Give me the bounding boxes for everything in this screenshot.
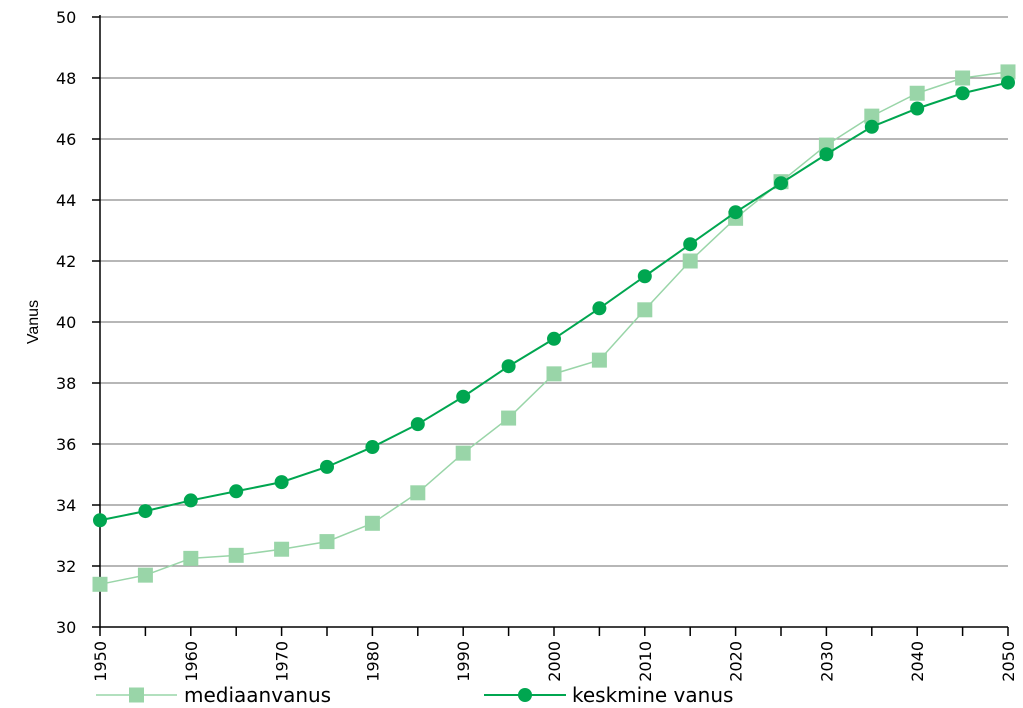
y-tick-label: 34 bbox=[56, 496, 76, 515]
data-point bbox=[274, 541, 290, 557]
data-point bbox=[909, 85, 925, 101]
series-mediaanvanus bbox=[92, 64, 1016, 592]
series-layer bbox=[92, 64, 1016, 592]
series-keskmine-vanus bbox=[93, 75, 1015, 528]
data-point bbox=[92, 576, 108, 592]
y-tick-label: 44 bbox=[56, 191, 76, 210]
data-point bbox=[365, 440, 380, 455]
y-axis-ticks: 30 32 34 36 38 40 42 44 46 48 50 bbox=[56, 8, 100, 637]
legend-item: mediaanvanus bbox=[96, 683, 331, 707]
legend-item: keskmine vanus bbox=[484, 683, 733, 707]
x-tick-label: 2040 bbox=[908, 641, 927, 682]
y-tick-label: 32 bbox=[56, 557, 76, 576]
data-point bbox=[501, 410, 517, 426]
legend: mediaanvanus keskmine vanus bbox=[96, 683, 733, 707]
data-point bbox=[637, 269, 652, 284]
data-point bbox=[728, 205, 743, 220]
data-point bbox=[637, 302, 653, 318]
data-point bbox=[591, 352, 607, 368]
data-point bbox=[228, 547, 244, 563]
legend-label: mediaanvanus bbox=[184, 683, 331, 707]
data-point bbox=[410, 485, 426, 501]
data-point bbox=[864, 119, 879, 134]
data-point bbox=[955, 70, 971, 86]
data-point bbox=[137, 567, 153, 583]
y-tick-label: 42 bbox=[56, 252, 76, 271]
data-point bbox=[1001, 75, 1015, 90]
legend-label: keskmine vanus bbox=[572, 683, 733, 707]
series-line bbox=[99, 81, 1009, 522]
data-point bbox=[1000, 64, 1016, 80]
data-point bbox=[138, 504, 153, 519]
data-point bbox=[319, 534, 335, 550]
x-tick-label: 1970 bbox=[273, 641, 292, 682]
x-tick-label: 2000 bbox=[545, 641, 564, 682]
data-point bbox=[819, 147, 834, 162]
data-point bbox=[864, 108, 880, 124]
data-point bbox=[183, 493, 198, 508]
data-point bbox=[274, 475, 289, 490]
y-tick-label: 36 bbox=[56, 435, 76, 454]
data-point bbox=[774, 176, 788, 191]
data-point bbox=[410, 417, 425, 432]
data-point bbox=[547, 331, 561, 346]
data-point bbox=[955, 86, 970, 101]
y-tick-label: 46 bbox=[56, 130, 76, 149]
data-point bbox=[910, 101, 925, 116]
data-point bbox=[320, 459, 334, 474]
data-point bbox=[229, 484, 244, 499]
x-axis-ticks: 1950 1960 1970 1980 1990 2000 2010 2020 2030 2040… bbox=[91, 627, 1018, 682]
data-point bbox=[183, 550, 199, 566]
series-line bbox=[99, 71, 1009, 586]
legend-marker bbox=[129, 687, 144, 703]
x-tick-label: 1950 bbox=[91, 641, 110, 682]
gridlines bbox=[100, 16, 1008, 567]
x-tick-label: 1990 bbox=[454, 641, 473, 682]
data-point bbox=[364, 515, 380, 531]
data-point bbox=[682, 253, 698, 269]
data-point bbox=[455, 445, 471, 461]
x-tick-label: 1980 bbox=[363, 641, 382, 682]
x-tick-label: 2050 bbox=[999, 641, 1018, 682]
data-point bbox=[592, 301, 607, 316]
x-tick-label: 2020 bbox=[727, 641, 746, 682]
x-tick-label: 2030 bbox=[817, 641, 836, 682]
x-tick-label: 1960 bbox=[182, 641, 201, 682]
data-point bbox=[501, 359, 516, 374]
data-point bbox=[456, 389, 471, 404]
y-tick-label: 30 bbox=[56, 618, 76, 637]
y-tick-label: 50 bbox=[56, 8, 76, 27]
y-tick-label: 48 bbox=[56, 69, 76, 88]
y-tick-label: 40 bbox=[56, 313, 76, 332]
data-point bbox=[683, 237, 698, 252]
data-point bbox=[93, 513, 107, 528]
y-tick-label: 38 bbox=[56, 374, 76, 393]
axes bbox=[99, 15, 1008, 628]
y-axis-title: Vanus bbox=[25, 300, 42, 344]
x-tick-label: 2010 bbox=[636, 641, 655, 682]
data-point bbox=[546, 366, 562, 382]
legend-marker bbox=[518, 688, 532, 702]
